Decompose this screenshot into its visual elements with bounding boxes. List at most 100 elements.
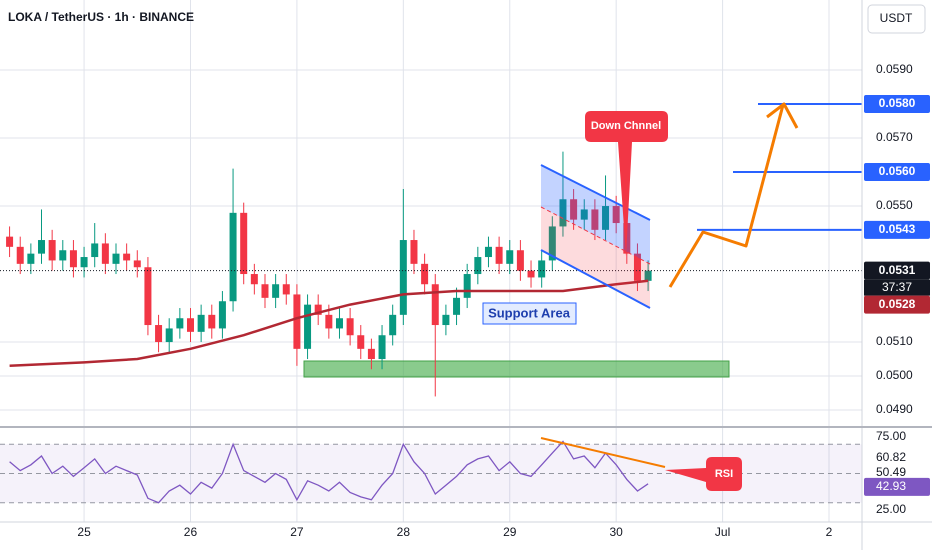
level-label-box bbox=[864, 95, 930, 114]
current-price-label: 0.0531 bbox=[879, 263, 916, 277]
candle-body bbox=[389, 314, 397, 336]
chart-title: LOKA / TetherUS · 1h · BINANCE bbox=[8, 10, 194, 24]
x-tick-label: 2 bbox=[826, 525, 833, 539]
candle-body bbox=[516, 250, 524, 271]
candle-body bbox=[484, 246, 492, 258]
rsi-line bbox=[9, 440, 649, 504]
candle-body bbox=[431, 284, 439, 326]
rsi-level-label: 60.82 bbox=[876, 450, 906, 464]
annotation-text: Support Area bbox=[488, 305, 571, 320]
x-tick-label: 26 bbox=[184, 525, 198, 539]
annotations: Down Chnnel Support Area RSI bbox=[482, 102, 799, 491]
candle-body bbox=[112, 253, 120, 264]
callout bbox=[665, 457, 742, 491]
candle-body bbox=[367, 348, 375, 360]
candle-body bbox=[176, 318, 184, 329]
level-label: 0.0580 bbox=[879, 96, 916, 110]
candle-body bbox=[229, 212, 237, 302]
candle-body bbox=[506, 250, 514, 264]
candle-body bbox=[633, 253, 641, 281]
axis-labels: 25 26 27 28 29 30 Jul 2 0.0590 0.0570 0.0550 0.0510… bbox=[77, 62, 930, 539]
candle-body bbox=[16, 246, 24, 264]
x-tick-label: 30 bbox=[609, 525, 623, 539]
candle-body bbox=[155, 325, 163, 343]
currency-box bbox=[867, 4, 926, 34]
currency: USDT bbox=[880, 11, 913, 25]
candle-body bbox=[80, 257, 88, 268]
candle-body bbox=[399, 240, 407, 315]
candle-body bbox=[612, 206, 620, 224]
y-tick-label: 0.0490 bbox=[876, 402, 913, 416]
y-tick-label: 75.00 bbox=[876, 429, 906, 443]
y-tick-label: 0.0570 bbox=[876, 130, 913, 144]
channel-lower bbox=[541, 207, 650, 308]
x-tick-label: 27 bbox=[290, 525, 304, 539]
y-tick-label: 0.0510 bbox=[876, 334, 913, 348]
candle-body bbox=[559, 199, 567, 227]
rsi-level-label: 50.49 bbox=[876, 465, 906, 479]
candle-body bbox=[38, 240, 46, 254]
candle-body bbox=[91, 243, 99, 258]
candle-body bbox=[69, 250, 77, 268]
candle-body bbox=[48, 240, 56, 261]
candle-body bbox=[218, 301, 226, 329]
candle-body bbox=[410, 240, 418, 264]
x-tick-label: 28 bbox=[397, 525, 411, 539]
candle-body bbox=[144, 267, 152, 326]
candle-body bbox=[314, 304, 322, 315]
ma-label: 0.0528 bbox=[879, 297, 916, 311]
candle-body bbox=[548, 226, 556, 261]
ma-label-box bbox=[864, 295, 930, 314]
candle-body bbox=[261, 284, 269, 298]
x-tick-label: Jul bbox=[715, 525, 730, 539]
candle-body bbox=[325, 314, 333, 329]
label-box bbox=[482, 302, 577, 325]
callout-text: Down Chnnel bbox=[591, 120, 661, 132]
rsi-value-box bbox=[864, 477, 930, 496]
candle-body bbox=[346, 318, 354, 336]
candle-body bbox=[474, 257, 482, 275]
level-label-box bbox=[864, 163, 930, 182]
x-tick-label: 25 bbox=[77, 525, 91, 539]
candle-body bbox=[293, 294, 301, 349]
countdown-box bbox=[864, 279, 930, 296]
level-label: 0.0543 bbox=[879, 222, 916, 236]
candle-body bbox=[101, 243, 109, 264]
candle-body bbox=[123, 253, 131, 261]
candle-body bbox=[282, 284, 290, 295]
level-label-box bbox=[864, 220, 930, 239]
candle-body bbox=[591, 209, 599, 230]
candle-body bbox=[197, 314, 205, 332]
current-price-label-box bbox=[864, 261, 930, 280]
candle-body bbox=[165, 328, 173, 343]
candle-body bbox=[6, 236, 14, 247]
candle-body bbox=[250, 274, 258, 285]
candle-body bbox=[133, 260, 141, 268]
candle-body bbox=[527, 270, 535, 278]
candle-body bbox=[378, 335, 386, 360]
projection-arrow bbox=[668, 104, 785, 288]
candle-body bbox=[495, 246, 503, 264]
candle-body bbox=[570, 199, 578, 220]
callout-text: RSI bbox=[715, 468, 733, 480]
y-tick-label: 0.0590 bbox=[876, 62, 913, 76]
candle-body bbox=[208, 314, 216, 329]
rsi-trend-line bbox=[540, 437, 666, 468]
arrow-head bbox=[766, 102, 799, 129]
candle-body bbox=[304, 304, 312, 349]
channel-line bbox=[540, 249, 651, 309]
candle-body bbox=[240, 212, 248, 275]
channel-line bbox=[540, 164, 651, 221]
candle-body bbox=[27, 253, 35, 264]
candle-body bbox=[453, 297, 461, 315]
moving-average bbox=[9, 279, 649, 368]
candle-body bbox=[186, 318, 194, 332]
y-tick-label: 0.0500 bbox=[876, 368, 913, 382]
candle-body bbox=[272, 284, 280, 298]
level-label: 0.0560 bbox=[879, 164, 916, 178]
candle-body bbox=[463, 274, 471, 298]
candle-body bbox=[421, 263, 429, 285]
candle-body bbox=[335, 318, 343, 329]
candle-body bbox=[442, 314, 450, 326]
